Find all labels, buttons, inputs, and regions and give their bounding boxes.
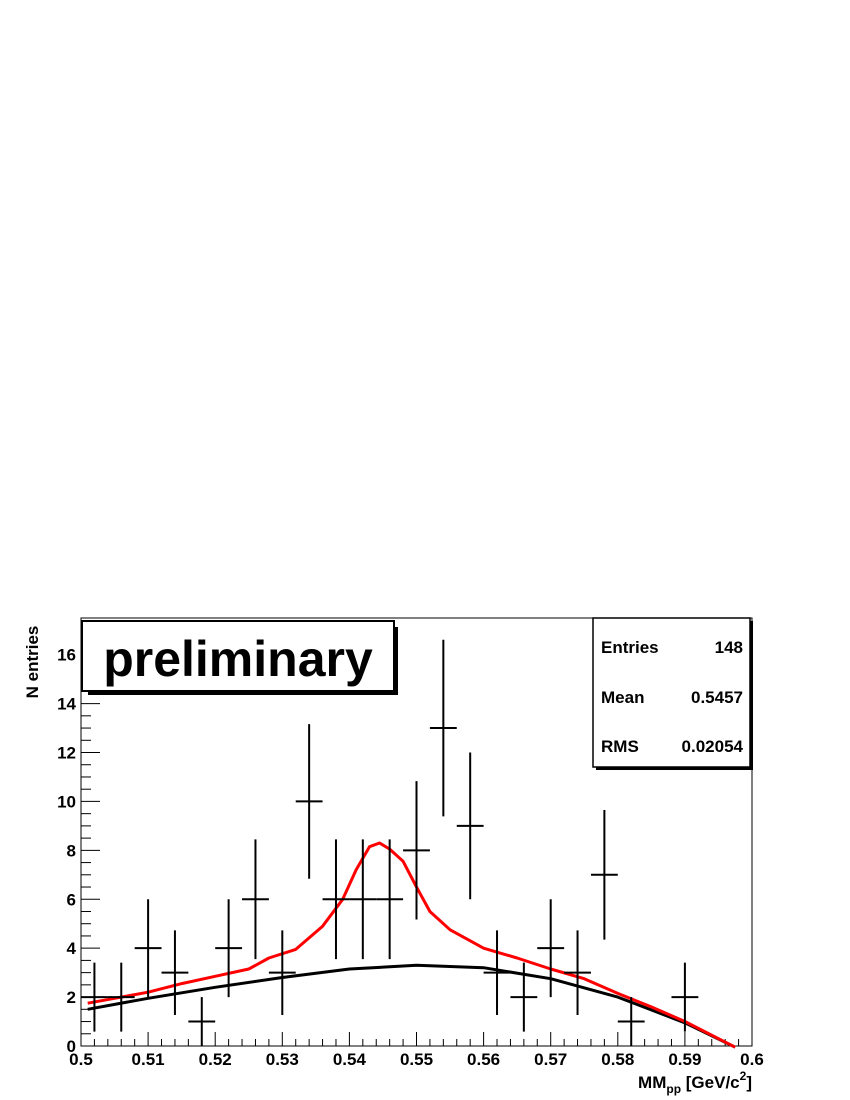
- y-tick-label: 6: [67, 890, 76, 909]
- data-point: [617, 997, 645, 1046]
- background-fit-curve: [87, 963, 736, 1049]
- y-tick-label: 4: [67, 939, 77, 958]
- x-tick-label: 0.51: [132, 1050, 165, 1069]
- x-tick-label: 0.55: [400, 1050, 433, 1069]
- y-tick-label: 8: [67, 841, 76, 860]
- x-tick-label: 0.53: [266, 1050, 299, 1069]
- stats-mean-value: 0.5457: [691, 688, 743, 707]
- y-axis-label: N entries: [23, 626, 42, 699]
- y-tick-label: 16: [57, 646, 76, 665]
- x-tick-label: 0.57: [534, 1050, 567, 1069]
- data-point: [403, 781, 430, 920]
- data-point: [322, 839, 350, 960]
- data-point: [483, 930, 511, 1015]
- x-axis-label: MMpp [GeV/c2]: [638, 1069, 752, 1096]
- x-tick-label: 0.52: [199, 1050, 232, 1069]
- data-point: [295, 724, 323, 879]
- y-tick-label: 2: [67, 988, 76, 1007]
- x-tick-label: 0.59: [668, 1050, 701, 1069]
- data-point: [671, 962, 699, 1032]
- stats-rms-label: RMS: [601, 737, 639, 756]
- fit-curves: [87, 841, 736, 1049]
- x-tick-label: 0.6: [740, 1050, 764, 1069]
- stats-box: Entries 148 Mean 0.5457 RMS 0.02054: [592, 617, 753, 770]
- preliminary-box: preliminary: [81, 620, 398, 695]
- stats-rms-value: 0.02054: [682, 737, 744, 756]
- data-point: [81, 962, 108, 1032]
- data-point: [188, 997, 216, 1046]
- data-point: [456, 752, 484, 900]
- data-point: [134, 899, 162, 998]
- x-tick-label: 0.54: [333, 1050, 367, 1069]
- data-points: [81, 639, 699, 1046]
- stats-entries-value: 148: [715, 638, 743, 657]
- data-point: [161, 930, 189, 1015]
- data-point: [242, 839, 269, 960]
- data-point: [268, 930, 296, 1015]
- data-point: [107, 962, 135, 1032]
- x-tick-label: 0.58: [601, 1050, 634, 1069]
- y-tick-label: 12: [57, 744, 76, 763]
- preliminary-label: preliminary: [103, 631, 373, 687]
- x-tick-label: 0.56: [467, 1050, 500, 1069]
- data-point: [510, 962, 538, 1032]
- data-point: [429, 639, 457, 817]
- data-point: [349, 839, 377, 960]
- data-point: [376, 839, 404, 960]
- plot-axes: 0.5 0.51 0.52 0.53 0.54 0.55 0.56 0.57 0.58 0.59 0…: [57, 617, 764, 1069]
- data-point: [590, 809, 618, 940]
- y-tick-label: 0: [67, 1037, 76, 1056]
- data-point: [215, 899, 243, 998]
- total-fit-curve: [87, 841, 736, 1049]
- y-tick-label: 14: [57, 695, 76, 714]
- x-tick-label: 0.5: [69, 1050, 93, 1069]
- stats-mean-label: Mean: [601, 688, 644, 707]
- y-tick-label: 10: [57, 792, 76, 811]
- data-point: [564, 930, 591, 1015]
- stats-entries-label: Entries: [601, 638, 659, 657]
- data-point: [537, 899, 565, 998]
